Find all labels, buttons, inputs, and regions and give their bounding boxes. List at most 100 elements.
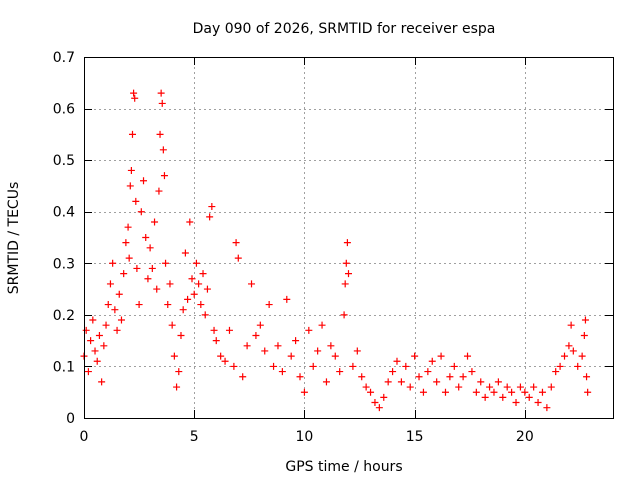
data-point [578,352,586,360]
y-tick-label: 0.2 [53,308,75,324]
data-point [248,280,256,288]
data-point [464,352,472,360]
data-point [424,368,432,376]
data-point [521,388,529,396]
data-point [117,316,125,324]
x-tick-label: 0 [80,429,89,445]
data-point [197,301,205,309]
data-point [104,301,112,309]
data-point [208,203,216,211]
data-point [186,218,194,226]
y-tick-label: 0.5 [53,153,75,169]
data-point [100,342,108,350]
data-point [179,306,187,314]
data-point [160,172,168,180]
y-tick-label: 0.6 [53,102,75,118]
data-point [583,373,591,381]
data-point [340,311,348,319]
data-point [146,244,154,252]
data-point [239,373,247,381]
data-point [192,259,200,267]
data-point [278,368,286,376]
data-point [584,388,592,396]
data-point [287,352,295,360]
data-point [375,404,383,412]
data-point [91,347,99,355]
data-point [175,368,183,376]
data-point [574,362,582,370]
data-point [93,357,101,365]
data-point [322,378,330,386]
data-point [166,280,174,288]
data-point [358,373,366,381]
data-point [397,378,405,386]
grid [84,57,613,418]
x-tick-label: 10 [296,429,314,445]
x-tick-label: 15 [406,429,424,445]
data-point [581,316,589,324]
data-point [132,197,140,205]
y-tick-label: 0.4 [53,205,75,221]
data-point [270,362,278,370]
data-point [221,357,229,365]
data-point [190,290,198,298]
data-point [380,393,388,401]
data-point [561,352,569,360]
data-point [384,378,392,386]
data-point [569,347,577,355]
data-point [336,368,344,376]
data-point [433,378,441,386]
data-points [80,89,592,412]
data-point [173,383,181,391]
data-point [341,280,349,288]
data-point [212,337,220,345]
data-point [327,342,335,350]
data-point [168,321,176,329]
data-point [547,383,555,391]
data-point [156,130,164,138]
data-point [349,362,357,370]
data-point [195,280,203,288]
data-point [232,239,240,247]
data-point [567,321,575,329]
data-point [265,301,273,309]
data-point [486,383,494,391]
data-point [441,388,449,396]
data-point [188,275,196,283]
data-point [128,130,136,138]
data-point [140,177,148,185]
data-point [393,357,401,365]
data-point [98,378,106,386]
data-point [184,295,192,303]
data-point [135,301,143,309]
data-point [256,321,264,329]
data-point [230,362,238,370]
data-point [503,383,511,391]
data-point [162,259,170,267]
data-point [115,290,123,298]
y-axis-label: SRMTID / TECUs [6,182,22,295]
data-point [580,331,588,339]
data-point [508,388,516,396]
data-point [137,208,145,216]
data-point [530,383,538,391]
data-point [155,187,163,195]
data-point [309,362,317,370]
data-point [389,368,397,376]
data-point [153,285,161,293]
data-point [343,239,351,247]
data-point [314,347,322,355]
data-point [552,368,560,376]
tick-labels: 0 0.1 0.2 0.3 0.4 0.5 0.6 0.7 0 5 10 15 20 [53,50,534,445]
data-point [292,337,300,345]
data-point [177,331,185,339]
data-point [525,393,533,401]
data-point [490,388,498,396]
data-point [87,337,95,345]
data-point [159,146,167,154]
data-point [217,352,225,360]
data-point [419,388,427,396]
chart-title: Day 090 of 2026, SRMTID for receiver esp… [193,21,496,37]
data-point [331,352,339,360]
